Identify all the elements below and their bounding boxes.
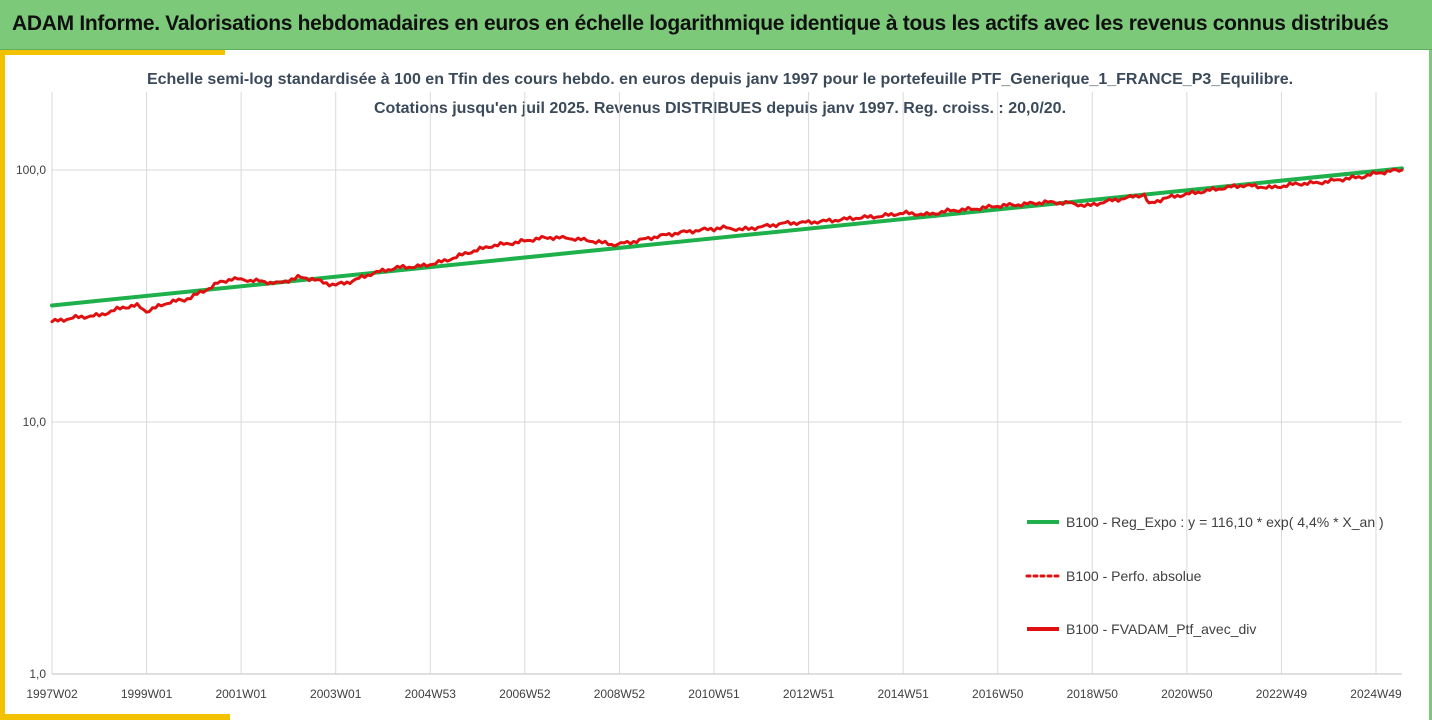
legend-regression-label: B100 - Reg_Expo : y = 116,10 * exp( 4,4%…: [1066, 514, 1384, 530]
x-tick-label: 2020W50: [1161, 687, 1213, 701]
x-tick-label: 2022W49: [1256, 687, 1308, 701]
legend-portfolio-label: B100 - FVADAM_Ptf_avec_div: [1066, 621, 1256, 637]
bottom-accent-bar: [0, 714, 230, 720]
x-tick-label: 1999W01: [121, 687, 173, 701]
left-accent-bar: [0, 50, 5, 720]
y-tick-label: 10,0: [23, 415, 47, 429]
y-tick-label: 100,0: [16, 163, 46, 177]
x-tick-label: 2001W01: [215, 687, 267, 701]
chart-subtitle: Cotations jusqu'en juil 2025. Revenus DI…: [373, 100, 1067, 117]
x-tick-label: 1997W02: [26, 687, 78, 701]
x-tick-label: 2004W53: [405, 687, 457, 701]
report-header-bar: ADAM Informe. Valorisations hebdomadaire…: [0, 0, 1432, 50]
x-tick-label: 2018W50: [1067, 687, 1119, 701]
x-tick-label: 2014W51: [877, 687, 929, 701]
y-tick-label: 1,0: [29, 667, 46, 681]
report-title: ADAM Informe. Valorisations hebdomadaire…: [12, 12, 1389, 35]
legend-absolute-perf-label: B100 - Perfo. absolue: [1066, 568, 1202, 584]
axes: 1,0 10,0 100,0 1997W02 1999W01 2001W01 2003W01…: [16, 163, 1402, 701]
x-tick-label: 2012W51: [783, 687, 835, 701]
portfolio-line: [50, 167, 1404, 324]
x-tick-label: 2008W52: [594, 687, 646, 701]
gridlines: [51, 92, 1402, 675]
legend: B100 - Reg_Expo : y = 116,10 * exp( 4,4%…: [1025, 514, 1384, 637]
x-tick-label: 2010W51: [688, 687, 740, 701]
right-accent-bar: [1429, 50, 1432, 720]
chart-title: Echelle semi-log standardisée à 100 en T…: [146, 71, 1294, 88]
x-tick-label: 2016W50: [972, 687, 1024, 701]
x-tick-label: 2006W52: [499, 687, 551, 701]
series-lines: [50, 166, 1404, 324]
x-tick-label: 2024W49: [1350, 687, 1402, 701]
top-accent-bar: [0, 50, 225, 55]
x-tick-label: 2003W01: [310, 687, 362, 701]
regression-line: [50, 166, 1404, 308]
